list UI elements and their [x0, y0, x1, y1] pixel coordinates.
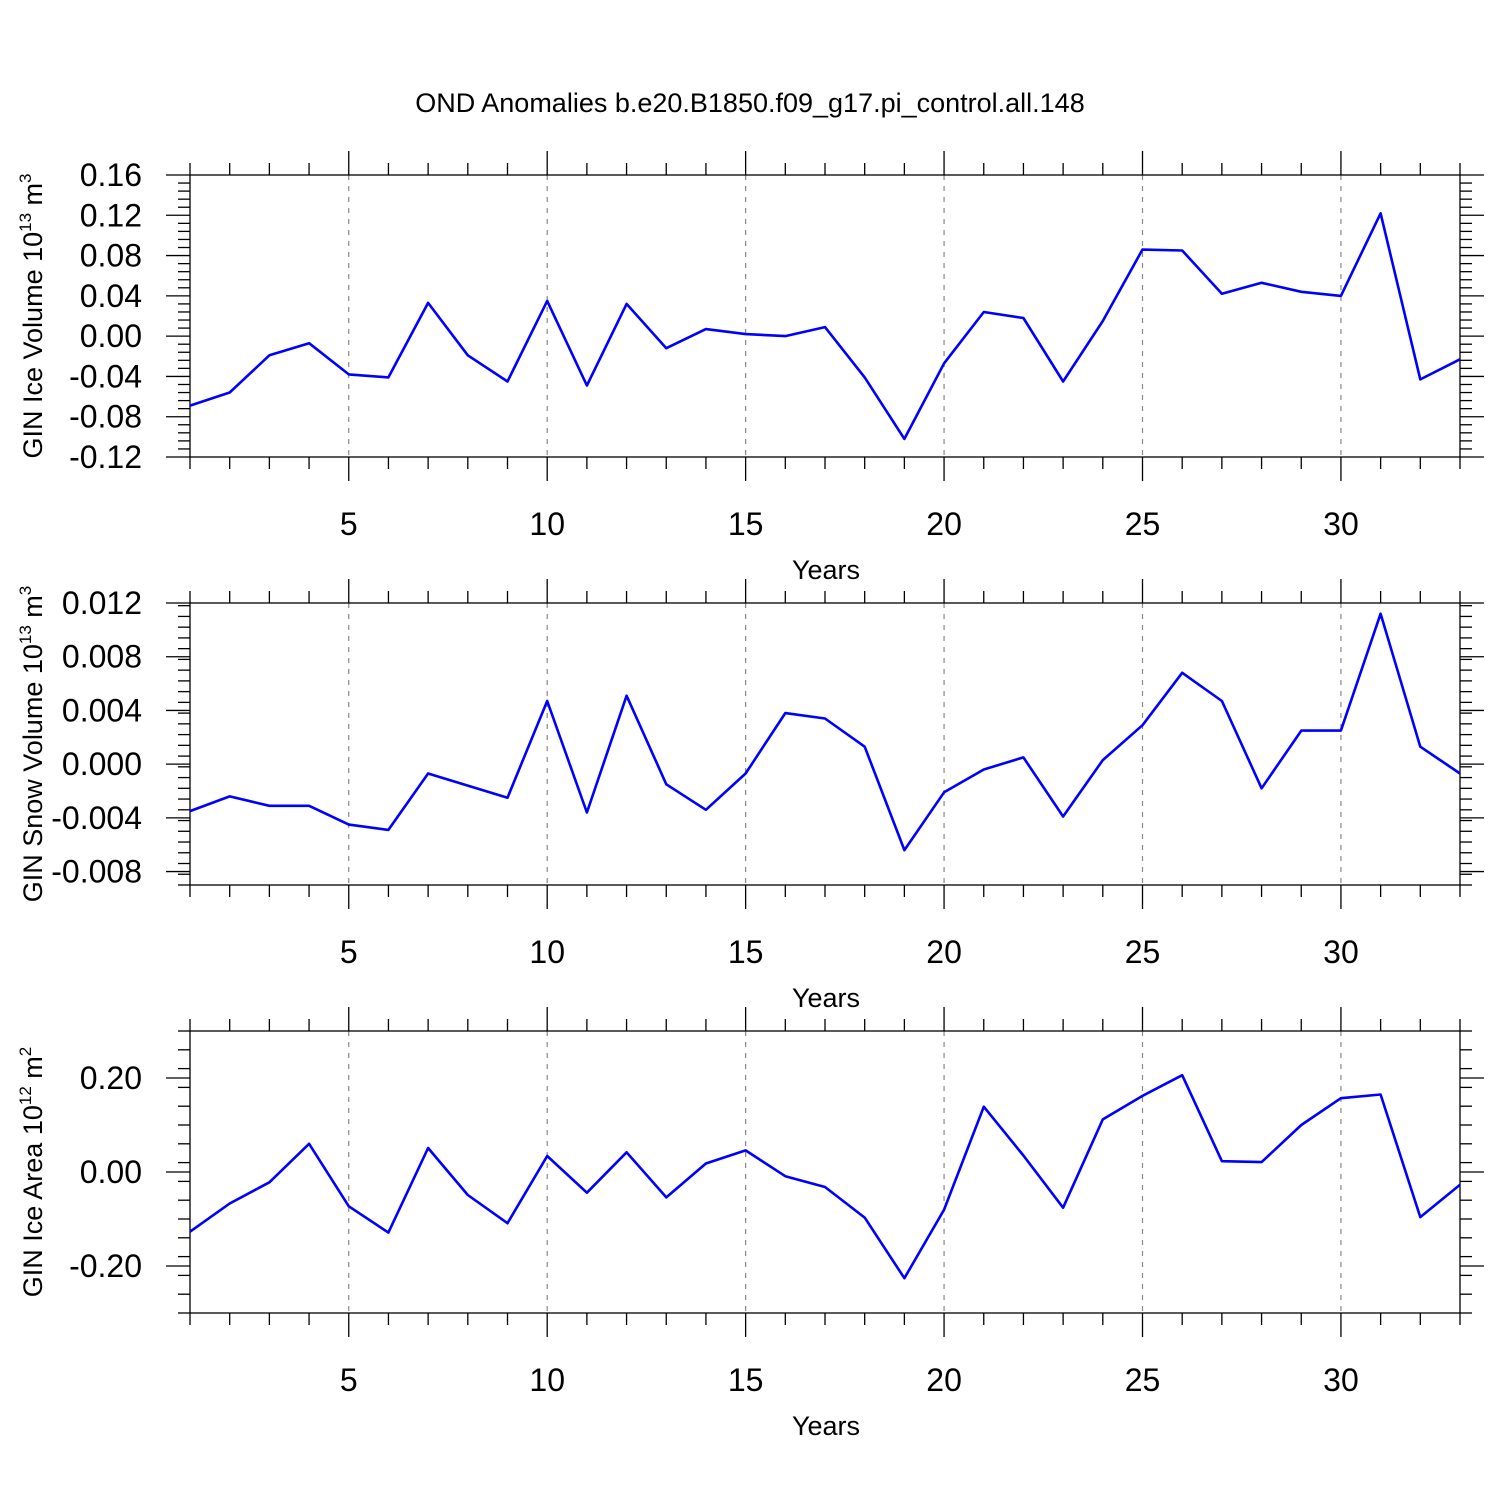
- y-tick-label: 0.012: [62, 585, 142, 621]
- y-tick-label: 0.000: [62, 746, 142, 782]
- x-tick-label: 30: [1323, 934, 1359, 970]
- y-axis-label-text: m: [18, 1056, 48, 1086]
- x-axis-label: Years: [792, 1411, 860, 1441]
- x-tick-label: 30: [1323, 1362, 1359, 1398]
- plot-frame: [189, 1030, 1461, 1314]
- y-tick-label: -0.20: [69, 1248, 142, 1284]
- y-tick-label: 0.00: [80, 318, 142, 354]
- series-line: [189, 612, 1461, 852]
- y-axis-label-superscript: 13: [16, 625, 35, 644]
- y-axis-label-superscript: 3: [16, 173, 35, 182]
- x-axis-label: Years: [792, 555, 860, 585]
- y-axis-label-superscript: 2: [16, 1047, 35, 1056]
- x-tick-label: 20: [926, 1362, 962, 1398]
- x-tick-label: 5: [340, 934, 358, 970]
- y-tick-label: 0.12: [80, 197, 142, 233]
- x-tick-label: 10: [529, 506, 565, 542]
- y-tick-label: -0.12: [69, 439, 142, 475]
- plot-frame: [189, 602, 1461, 886]
- x-tick-label: 25: [1125, 1362, 1161, 1398]
- x-tick-label: 10: [529, 1362, 565, 1398]
- x-tick-label: 5: [340, 1362, 358, 1398]
- x-tick-label: 25: [1125, 506, 1161, 542]
- y-axis-label: GIN Ice Area 1012 m2: [16, 1047, 48, 1298]
- y-tick-label: 0.008: [62, 639, 142, 675]
- series-line: [189, 1073, 1461, 1280]
- x-tick-label: 20: [926, 934, 962, 970]
- y-tick-label: 0.16: [80, 157, 142, 193]
- y-axis-label-text: GIN Snow Volume 10: [18, 644, 48, 902]
- x-tick-label: 15: [728, 934, 764, 970]
- panel-2: 5 10 15 20 25 30 -0.008 -0.004 0.000 0.004 0.008 0.…: [16, 579, 1484, 1013]
- series-line: [189, 212, 1461, 441]
- y-tick-label: 0.004: [62, 692, 142, 728]
- panel-1: 5 10 15 20 25 30 -0.12 -0.08 -0.04 0.00 0.04 0.08 0.…: [16, 151, 1484, 585]
- y-axis-label: GIN Snow Volume 1013 m3: [16, 586, 48, 903]
- y-axis-label-superscript: 3: [16, 586, 35, 595]
- figure-title: OND Anomalies b.e20.B1850.f09_g17.pi_con…: [415, 88, 1084, 118]
- y-tick-label: 0.20: [80, 1060, 142, 1096]
- panels: 5 10 15 20 25 30-0.12-0.08-0.040.000.040.080.…: [16, 151, 1484, 1441]
- x-tick-label: 15: [728, 506, 764, 542]
- x-tick-label: 20: [926, 506, 962, 542]
- x-tick-label: 30: [1323, 506, 1359, 542]
- y-tick-label: -0.008: [51, 854, 142, 890]
- y-tick-label: -0.08: [69, 399, 142, 435]
- y-axis-label-text: m: [18, 183, 48, 213]
- x-tick-label: 15: [728, 1362, 764, 1398]
- x-tick-label: 10: [529, 934, 565, 970]
- y-tick-label: 0.00: [80, 1154, 142, 1190]
- x-tick-label: 25: [1125, 934, 1161, 970]
- panel-3: 5 10 15 20 25 30 -0.20 0.00 0.20 Years GIN Ice Are…: [16, 1007, 1484, 1441]
- y-axis-label-text: GIN Ice Volume 10: [18, 232, 48, 459]
- y-tick-label: -0.04: [69, 358, 142, 394]
- y-axis-label-superscript: 12: [16, 1086, 35, 1105]
- x-tick-label: 5: [340, 506, 358, 542]
- y-axis-label-superscript: 13: [16, 213, 35, 232]
- y-axis-label: GIN Ice Volume 1013 m3: [16, 173, 48, 458]
- y-axis-label-text: GIN Ice Area 10: [18, 1105, 48, 1297]
- x-axis-label: Years: [792, 983, 860, 1013]
- y-tick-label: 0.04: [80, 278, 142, 314]
- y-axis-label-text: m: [18, 595, 48, 625]
- y-tick-label: -0.004: [51, 800, 142, 836]
- plot-frame: [189, 174, 1461, 458]
- y-tick-label: 0.08: [80, 238, 142, 274]
